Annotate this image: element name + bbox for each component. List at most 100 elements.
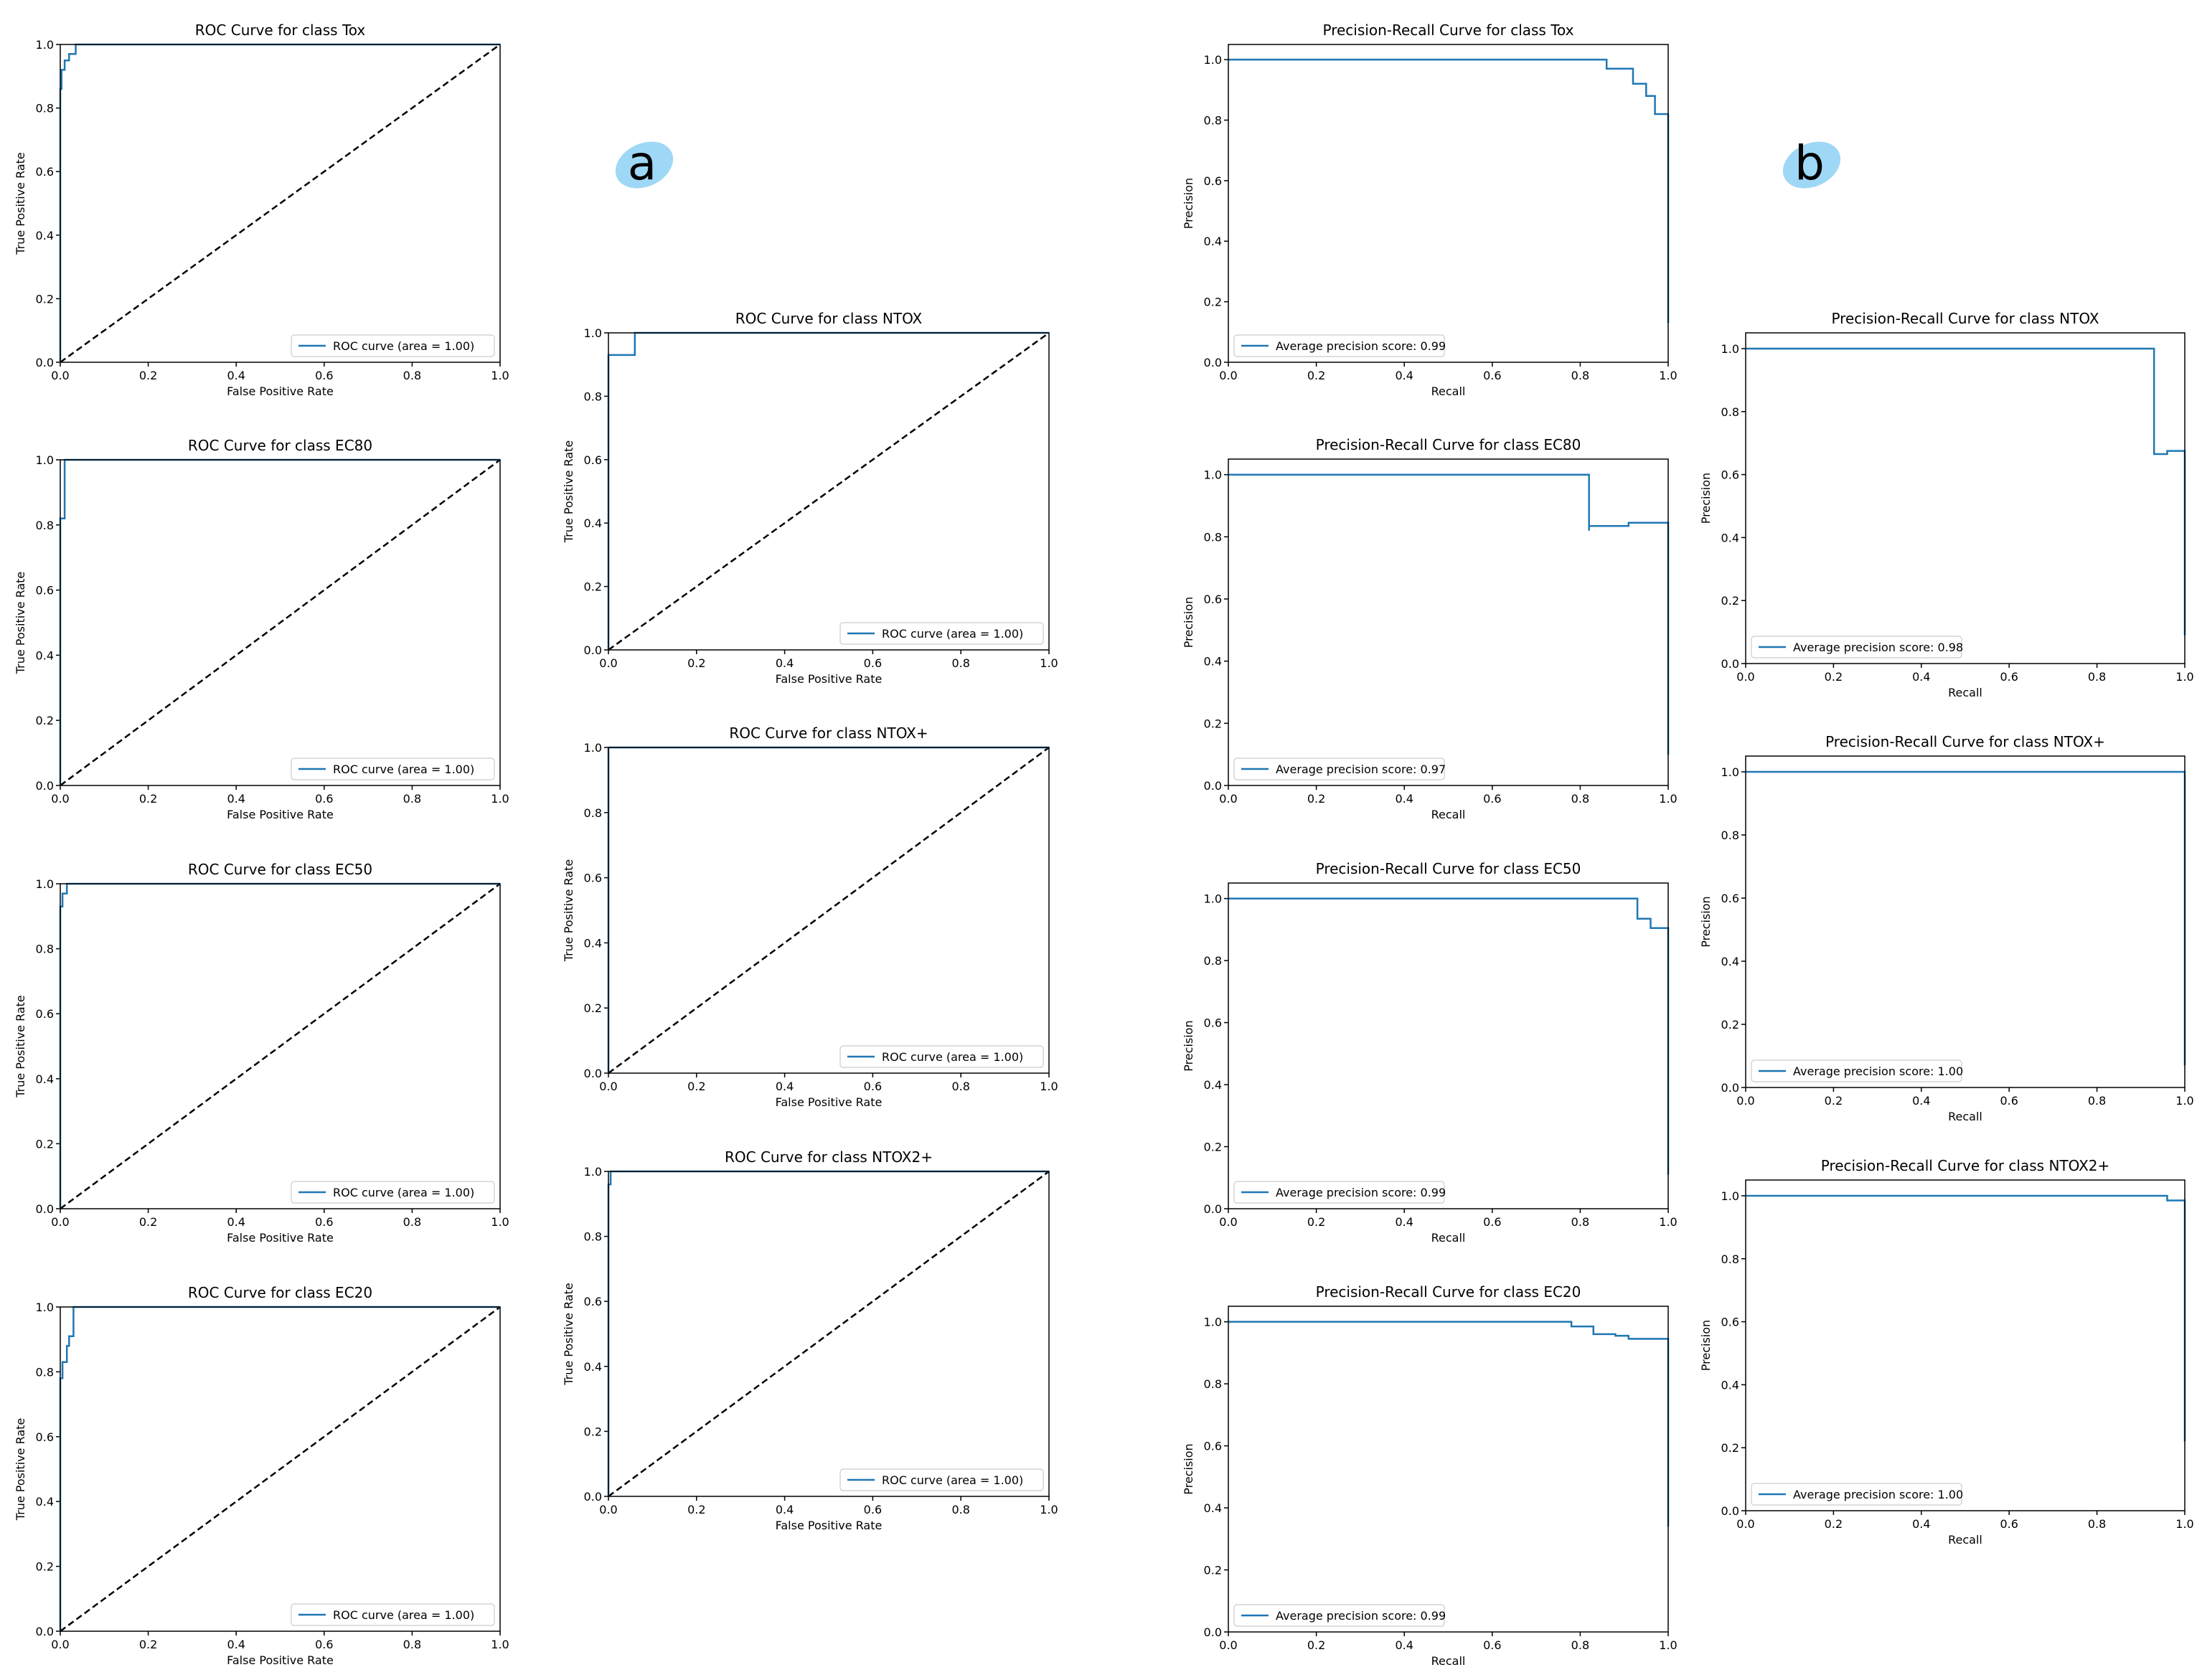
x-tick-label: 0.8	[403, 1215, 421, 1229]
panel-label-b: b	[1782, 136, 1841, 191]
y-axis-label: True Positive Rate	[562, 1283, 575, 1386]
y-tick-label: 0.4	[36, 648, 54, 662]
chart-title: Precision-Recall Curve for class EC80	[1316, 436, 1581, 453]
y-tick-label: 0.6	[1204, 1440, 1222, 1453]
legend-label: Average precision score: 1.00	[1793, 1488, 1963, 1501]
series-line	[59, 1306, 500, 1631]
y-tick-label: 0.4	[584, 936, 602, 950]
chart-title: ROC Curve for class EC80	[188, 437, 372, 454]
y-tick-label: 0.4	[36, 1495, 54, 1509]
plot-frame	[60, 44, 501, 363]
y-tick-label: 0.4	[1204, 1078, 1222, 1092]
y-tick-label: 0.4	[1721, 955, 1739, 968]
series-line	[1228, 897, 1670, 1175]
y-tick-label: 0.0	[36, 779, 54, 793]
y-tick-label: 0.0	[36, 1202, 54, 1216]
chart-roc-ec50: ROC Curve for class EC50 0.0 0.2 0.4 0.6 0.8 1…	[14, 861, 509, 1245]
y-tick-label: 1.0	[36, 38, 54, 52]
legend: Average precision score: 1.00	[1751, 1060, 1963, 1082]
y-tick-label: 1.0	[1721, 765, 1739, 779]
y-axis-label: True Positive Rate	[14, 995, 27, 1098]
x-tick-label: 0.8	[951, 1503, 969, 1516]
legend-box	[291, 1603, 495, 1626]
legend-label: ROC curve (area = 1.00)	[333, 339, 474, 353]
x-tick-label: 0.6	[1483, 1638, 1501, 1652]
x-tick-label: 1.0	[491, 1215, 509, 1229]
y-tick-label: 0.0	[584, 1067, 602, 1080]
y-axis-label: True Positive Rate	[562, 440, 575, 544]
y-axis-label: Precision	[1699, 473, 1713, 524]
y-tick-label: 0.2	[36, 714, 54, 727]
chart-pr-ntoxplus: Precision-Recall Curve for class NTOX+ 0.…	[1699, 733, 2194, 1123]
y-tick-label: 1.0	[1204, 468, 1222, 482]
chart-pr-ntox: Precision-Recall Curve for class NTOX 0.0…	[1699, 310, 2194, 699]
y-tick-label: 0.2	[1204, 1141, 1222, 1154]
x-tick-label: 0.2	[1825, 670, 1843, 684]
chart-roc-ec80: ROC Curve for class EC80 0.0 0.2 0.4 0.6 0.8 1…	[14, 437, 509, 821]
y-tick-label: 1.0	[1721, 1189, 1739, 1203]
y-tick-label: 1.0	[36, 453, 54, 467]
plot-frame	[608, 332, 1050, 651]
legend: ROC curve (area = 1.00)	[839, 622, 1044, 645]
x-tick-label: 1.0	[491, 369, 509, 382]
chart-title: Precision-Recall Curve for class EC50	[1316, 860, 1581, 877]
x-tick-label: 0.8	[2088, 1094, 2106, 1108]
x-tick-label: 0.8	[1571, 1638, 1589, 1652]
x-tick-label: 0.2	[1307, 1638, 1325, 1652]
x-tick-label: 0.0	[1219, 369, 1237, 382]
x-tick-label: 0.0	[1736, 670, 1754, 684]
legend-box	[291, 334, 495, 357]
y-tick-label: 0.6	[584, 453, 602, 467]
legend: Average precision score: 0.97	[1233, 758, 1446, 780]
y-tick-label: 1.0	[36, 1301, 54, 1314]
x-axis-label: Recall	[1948, 686, 1982, 699]
y-tick-label: 0.6	[1721, 1316, 1739, 1329]
panel-label-a-badge	[615, 141, 674, 189]
y-tick-label: 1.0	[36, 877, 54, 891]
y-tick-label: 0.8	[1204, 530, 1222, 544]
y-tick-label: 0.0	[1721, 657, 1739, 671]
y-tick-label: 0.0	[36, 1625, 54, 1638]
x-tick-label: 1.0	[1040, 656, 1058, 670]
plot-frame	[1228, 44, 1669, 363]
y-tick-label: 0.6	[584, 1295, 602, 1308]
y-axis-label: Precision	[1182, 597, 1195, 648]
x-tick-label: 0.4	[1395, 1215, 1413, 1229]
y-tick-label: 0.2	[36, 292, 54, 306]
chart-roc-tox: ROC Curve for class Tox 0.0 0.2 0.4 0.6 0.8 1.…	[14, 22, 509, 398]
x-tick-label: 1.0	[1659, 792, 1677, 806]
x-tick-label: 0.4	[776, 1080, 794, 1093]
y-tick-label: 0.0	[36, 356, 54, 369]
chart-title: Precision-Recall Curve for class NTOX	[1831, 310, 2099, 327]
legend-label: ROC curve (area = 1.00)	[882, 1050, 1023, 1064]
panel-label-b-text: b	[1794, 136, 1825, 191]
y-tick-label: 0.4	[1721, 531, 1739, 544]
x-tick-label: 0.2	[687, 1080, 705, 1093]
x-tick-label: 0.0	[51, 1638, 69, 1651]
y-tick-label: 0.2	[1204, 717, 1222, 730]
x-axis-label: False Positive Rate	[227, 808, 334, 821]
y-tick-label: 0.6	[1721, 892, 1739, 905]
x-tick-label: 0.8	[2088, 1517, 2106, 1531]
chance-diagonal-line	[60, 882, 501, 1210]
x-tick-label: 0.2	[687, 656, 705, 670]
x-tick-label: 0.4	[1395, 369, 1413, 382]
y-axis-label: Precision	[1182, 1020, 1195, 1071]
legend-label: Average precision score: 0.97	[1276, 763, 1446, 776]
chart-title: ROC Curve for class EC50	[188, 861, 372, 878]
y-tick-label: 0.2	[36, 1137, 54, 1151]
legend-box	[1751, 1483, 1962, 1506]
x-axis-label: Recall	[1948, 1533, 1982, 1547]
legend: ROC curve (area = 1.00)	[839, 1045, 1044, 1068]
chart-grid: ROC Curve for class Tox 0.0 0.2 0.4 0.6 0.8 1.…	[14, 22, 2194, 1668]
y-axis-label: True Positive Rate	[14, 572, 27, 675]
x-tick-label: 0.6	[1483, 369, 1501, 382]
y-tick-label: 0.0	[1721, 1081, 1739, 1095]
legend-box	[291, 758, 495, 780]
y-axis-label: Precision	[1182, 178, 1195, 229]
y-tick-label: 0.4	[1204, 1501, 1222, 1515]
y-tick-label: 0.2	[584, 1425, 602, 1438]
plot-frame	[1745, 332, 2185, 664]
chart-title: ROC Curve for class EC20	[188, 1284, 372, 1301]
